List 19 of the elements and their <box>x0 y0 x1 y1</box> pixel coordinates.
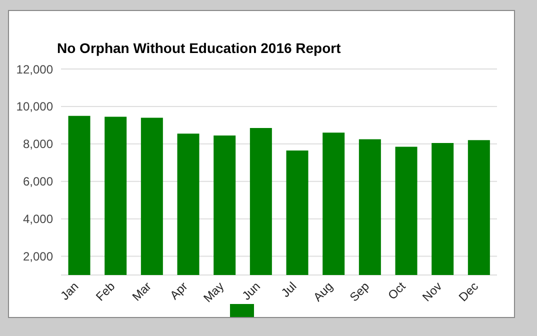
x-tick-label: Jul <box>278 279 300 300</box>
x-tick-label: Aug <box>310 279 336 304</box>
x-tick-label: Oct <box>385 278 409 302</box>
y-tick-label: 12,000 <box>16 62 54 76</box>
x-tick-label: Jan <box>58 279 82 303</box>
x-tick-label: Apr <box>167 279 190 302</box>
y-tick-label: 8,000 <box>22 137 54 152</box>
y-tick-label: 4,000 <box>22 212 54 226</box>
x-tick-label: Sep <box>346 278 372 304</box>
x-tick-label: Jun <box>239 279 263 303</box>
x-tick-label: Dec <box>456 279 481 304</box>
y-tick-label: 2,000 <box>22 250 54 264</box>
x-tick-label: Nov <box>420 279 445 304</box>
chart-title: No Orphan Without Education 2016 Report <box>57 40 341 56</box>
y-tick-label: 10,000 <box>16 100 54 114</box>
y-tick-label: 6,000 <box>22 174 54 189</box>
x-tick-label: Feb <box>93 279 118 304</box>
x-tick-label: May <box>200 279 227 306</box>
x-tick-label: Mar <box>129 279 154 304</box>
